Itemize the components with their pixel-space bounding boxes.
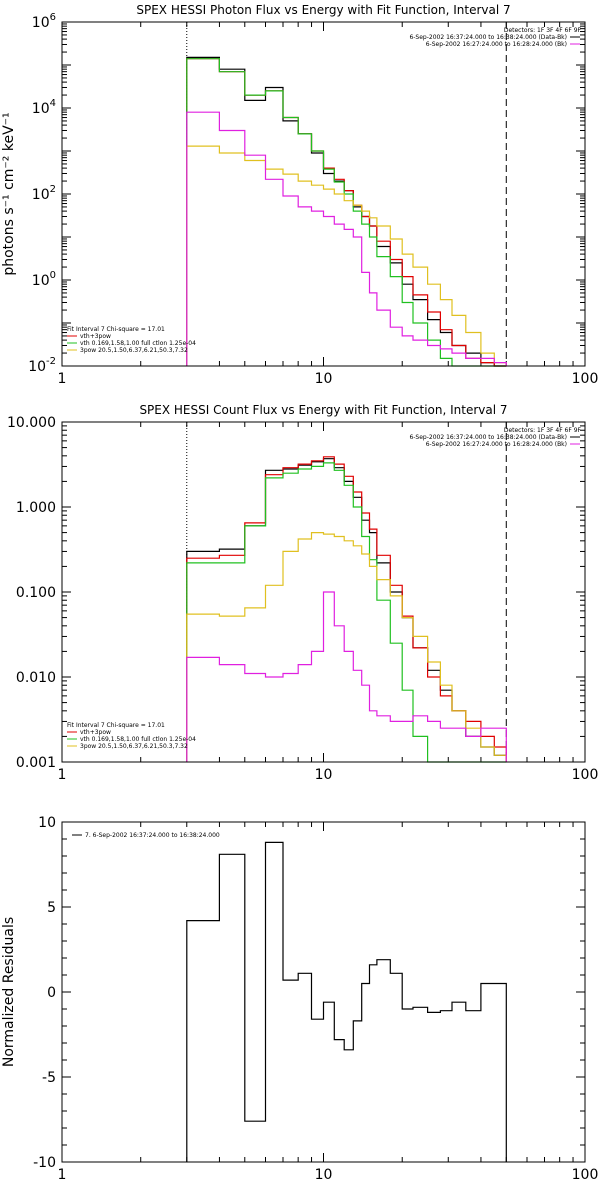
x-ticks: 1 10 100	[58, 822, 599, 1183]
y-tick-exponent: 6	[50, 12, 56, 23]
legend-text: Fit Interval 7 Chi-square = 17.01	[67, 326, 165, 333]
series-line-2	[186, 58, 507, 367]
y-tick-label: 5	[47, 900, 56, 916]
y-tick-label: -5	[42, 1070, 56, 1086]
y-tick-exponent: -2	[46, 356, 56, 367]
y-tick-base: 10	[32, 187, 50, 203]
y-tick-label: 0.010	[16, 670, 56, 686]
legend-text: vth+3pow	[80, 333, 111, 340]
y-ticks: 0.001 0.010 0.100 1.000 10.000	[7, 415, 585, 771]
legend-text: vth+3pow	[80, 729, 111, 736]
chart-panel-3: Normalized Residuals 1 10 100 -10 -5 0 5 10 7. 6-…	[1, 815, 598, 1183]
legend-legend_tr: Detectors: 1F 3F 4F 6F 9F6-Sep-2002 16:3…	[409, 27, 581, 48]
series-line-5	[186, 111, 507, 366]
y-tick-label: 102	[32, 184, 56, 203]
y-tick-exponent: 2	[50, 184, 56, 195]
y-ticks: -10 -5 0 5 10	[33, 815, 585, 1171]
x-tick-label: 10	[315, 767, 333, 783]
x-tick-label: 1	[58, 767, 67, 783]
x-ticks: 1 10 100	[58, 22, 599, 387]
series-line-4	[186, 145, 507, 366]
y-axis-label: Normalized Residuals	[1, 917, 17, 1067]
series-group	[186, 456, 507, 763]
legend-text: Detectors: 1F 3F 4F 6F 9F	[504, 427, 582, 434]
legend-text: Fit Interval 7 Chi-square = 17.01	[67, 722, 165, 729]
series-line-4	[186, 532, 507, 762]
y-tick-label: 106	[32, 12, 56, 31]
legend-legend_bl: Fit Interval 7 Chi-square = 17.01vth+3po…	[67, 326, 196, 354]
legend-text: 3pow 20.5,1.50,6.37,6.21,50.3,7.32	[80, 347, 188, 354]
y-tick-label: 1.000	[16, 500, 56, 516]
plot-frame	[61, 421, 586, 763]
y-tick-exponent: 4	[50, 98, 56, 109]
y-tick-base: 10	[32, 101, 50, 117]
legend-text: 6-Sep-2002 16:37:24.000 to 16:38:24.000 …	[409, 34, 567, 41]
y-tick-label: 104	[32, 98, 56, 117]
chart-panel-1: SPEX HESSI Photon Flux vs Energy with Fi…	[1, 3, 598, 387]
chart-panel-2: SPEX HESSI Count Flux vs Energy with Fit…	[7, 403, 598, 783]
x-tick-label: 100	[572, 1167, 599, 1183]
x-tick-label: 1	[58, 371, 67, 387]
series-line-3	[186, 58, 507, 367]
x-tick-label: 100	[572, 371, 599, 387]
x-tick-label: 100	[572, 767, 599, 783]
legend-text: 6-Sep-2002 16:37:24.000 to 16:38:24.000 …	[409, 434, 567, 441]
y-axis-label: photons s⁻¹ cm⁻² keV⁻¹	[1, 112, 17, 275]
series-line-1	[186, 841, 507, 1162]
x-tick-label: 10	[315, 371, 333, 387]
legend-text: vth 0.169,1.58,1.00 full ctlon 1.25e-04	[80, 736, 196, 743]
y-tick-label: 0	[47, 985, 56, 1001]
y-tick-label: 0.001	[16, 755, 56, 771]
legend-text: 6-Sep-2002 16:27:24.000 to 16:28:24.000 …	[426, 441, 567, 448]
y-tick-label: 100	[32, 270, 56, 289]
y-tick-base: 10	[32, 15, 50, 31]
legend-text: 6-Sep-2002 16:27:24.000 to 16:28:24.000 …	[426, 41, 567, 48]
y-tick-label: 10.000	[7, 415, 56, 431]
chart-title: SPEX HESSI Photon Flux vs Energy with Fi…	[136, 3, 510, 17]
x-tick-label: 1	[58, 1167, 67, 1183]
series-group	[186, 56, 507, 367]
legend-text: vth 0.169,1.58,1.00 full ctlon 1.25e-04	[80, 340, 196, 347]
legend-text: 7. 6-Sep-2002 16:37:24.000 to 16:38:24.0…	[85, 832, 220, 839]
legend-text: 3pow 20.5,1.50,6.37,6.21,50.3,7.32	[80, 743, 188, 750]
series-line-3	[186, 462, 507, 763]
y-tick-base: 10	[32, 273, 50, 289]
series-line-1	[186, 458, 507, 762]
series-line-5	[186, 591, 507, 762]
y-tick-label: 10-2	[28, 356, 56, 375]
legend-text: Detectors: 1F 3F 4F 6F 9F	[504, 27, 582, 34]
plot-frame	[61, 821, 586, 1163]
legend-legend_tr: Detectors: 1F 3F 4F 6F 9F6-Sep-2002 16:3…	[409, 427, 581, 448]
y-tick-exponent: 0	[50, 270, 56, 281]
series-group	[186, 841, 507, 1162]
legend-legend_bl: Fit Interval 7 Chi-square = 17.01vth+3po…	[67, 722, 196, 750]
y-tick-base: 10	[28, 359, 46, 375]
y-tick-label: 10	[38, 815, 56, 831]
series-line-2	[186, 456, 507, 762]
y-tick-label: -10	[33, 1155, 56, 1171]
legend-legend_tl: 7. 6-Sep-2002 16:37:24.000 to 16:38:24.0…	[72, 832, 220, 839]
series-line-1	[186, 56, 507, 367]
chart-title: SPEX HESSI Count Flux vs Energy with Fit…	[139, 403, 507, 417]
y-tick-label: 0.100	[16, 585, 56, 601]
x-tick-label: 10	[315, 1167, 333, 1183]
plot-frame	[61, 21, 586, 367]
